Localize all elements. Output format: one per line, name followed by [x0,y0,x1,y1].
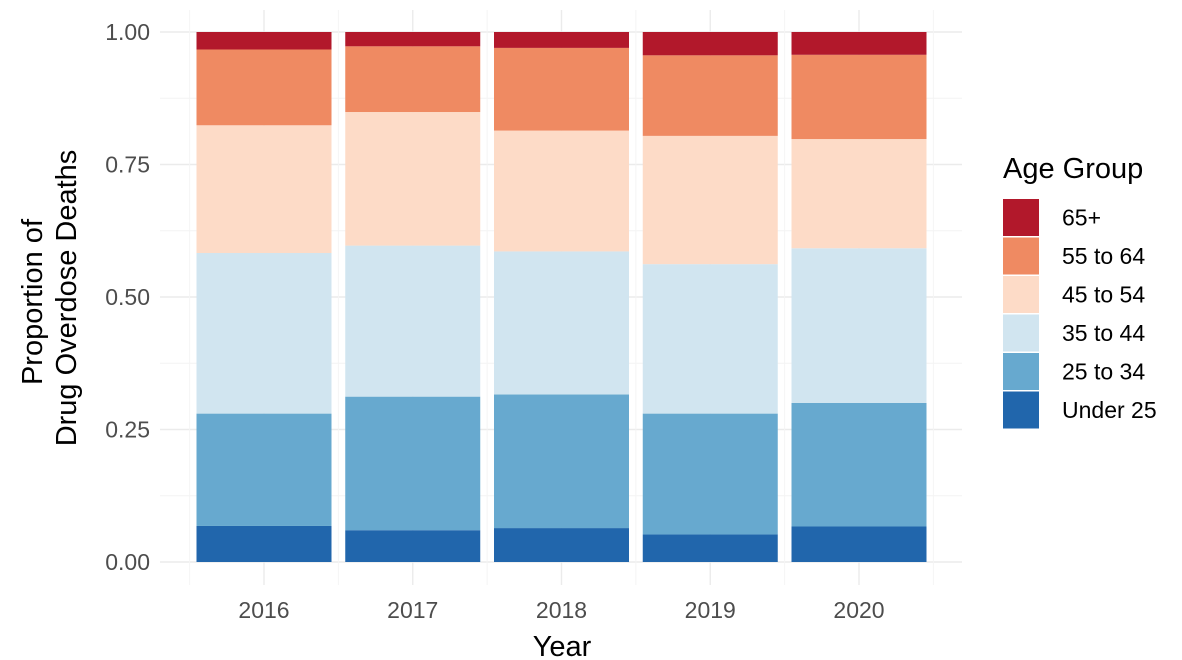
y-axis-title-line-2: Drug Overdose Deaths [51,150,83,447]
bar-2017-25-to-34 [345,396,481,531]
bars [196,32,927,562]
bar-2019-35-to-44 [642,264,778,414]
bar-2016-35-to-44 [196,253,332,414]
y-axis-ticks: 0.00 0.25 0.50 0.75 1.00 [105,19,150,575]
bar-2016-25-to-34 [196,413,332,526]
legend-label: 25 to 34 [1062,359,1145,385]
legend-label: Under 25 [1062,397,1157,423]
bar-2019-25-to-34 [642,413,778,535]
bar-2019-under-25 [642,534,778,562]
bar-2020-55-to-64 [791,54,927,140]
bar-2020-25-to-34 [791,403,927,527]
bar-2018-45-to-54 [494,130,629,252]
bar-2018-55-to-64 [494,47,629,131]
bar-2018-25-to-34 [494,394,629,529]
bar-2020-45-to-54 [791,139,927,249]
bar-2019-65plus [642,32,778,56]
bar-2019-45-to-54 [642,135,778,265]
y-tick-label: 0.25 [105,417,150,443]
y-axis-title-line-1: Proportion of [17,218,49,385]
legend-key [1003,391,1039,429]
legend-label: 45 to 54 [1062,282,1145,308]
bar-2018-under-25 [494,528,629,562]
y-axis-title: Proportion of Drug Overdose Deaths [17,150,83,447]
x-tick-label: 2018 [536,597,587,623]
legend-label: 35 to 44 [1062,320,1145,346]
legend-key [1003,237,1039,275]
bar-2020-65plus [791,32,927,55]
legend-title: Age Group [1003,153,1143,185]
bar-2016-65plus [196,32,332,50]
bar-2016-55-to-64 [196,49,332,126]
y-tick-label: 1.00 [105,19,150,45]
bar-2017-45-to-54 [345,112,481,246]
bar-2016-45-to-54 [196,125,332,254]
bar-2018-35-to-44 [494,251,629,395]
y-tick-label: 0.75 [105,152,150,178]
x-tick-label: 2020 [833,597,884,623]
bar-2020-under-25 [791,526,927,562]
legend-key [1003,199,1039,236]
x-axis-title: Year [533,631,592,660]
legend-label: 65+ [1062,205,1101,231]
bar-2018-65plus [494,32,629,48]
x-tick-label: 2017 [387,597,438,623]
bar-2020-35-to-44 [791,248,927,403]
legend-key [1003,314,1039,352]
bar-2016-under-25 [196,525,332,562]
x-tick-label: 2019 [685,597,736,623]
legend-label: 55 to 64 [1062,243,1145,269]
bar-2017-35-to-44 [345,245,481,397]
legend-key [1003,276,1039,313]
y-tick-label: 0.00 [105,549,150,575]
x-axis-ticks: 2016 2017 2018 2019 2020 [238,597,884,623]
bar-2017-under-25 [345,530,481,562]
legend: Age Group 65+ 55 to 64 45 to 54 35 to 44 25 … [1003,153,1157,429]
legend-key [1003,353,1039,390]
bar-2017-65plus [345,32,481,47]
x-tick-label: 2016 [238,597,289,623]
bar-2017-55-to-64 [345,46,481,113]
bar-2019-55-to-64 [642,55,778,136]
y-tick-label: 0.50 [105,284,150,310]
